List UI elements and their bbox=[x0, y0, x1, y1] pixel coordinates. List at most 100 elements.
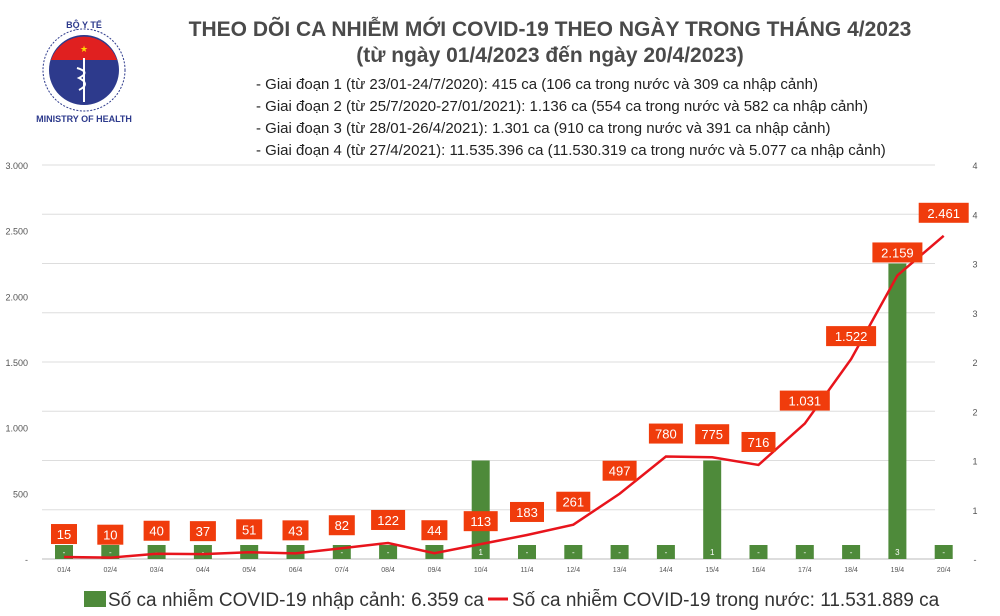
x-axis-tick: 18/4 bbox=[844, 567, 858, 574]
logo-top-text: BỘ Y TẾ bbox=[66, 19, 102, 30]
line-data-label: 716 bbox=[748, 435, 770, 450]
chart-title: THEO DÕI CA NHIỄM MỚI COVID-19 THEO NGÀY… bbox=[188, 18, 912, 41]
x-axis-tick: 11/4 bbox=[520, 567, 533, 574]
bar bbox=[656, 545, 675, 559]
line-label-box bbox=[556, 491, 591, 512]
bar bbox=[55, 545, 73, 559]
bar bbox=[379, 545, 398, 559]
line-label-box bbox=[826, 326, 877, 347]
x-axis-tick: 12/4 bbox=[566, 567, 580, 574]
line-data-label: 1.031 bbox=[789, 394, 822, 409]
bar bbox=[888, 263, 907, 559]
x-axis-tick: 10/4 bbox=[474, 567, 488, 574]
x-axis-tick: 08/4 bbox=[381, 567, 395, 574]
line-data-label: 10 bbox=[103, 528, 117, 543]
line-label-box bbox=[779, 390, 830, 411]
line-label-box bbox=[97, 524, 124, 545]
bar-label: - bbox=[572, 548, 575, 557]
bar-label: - bbox=[109, 548, 112, 557]
bar bbox=[934, 545, 953, 559]
right-axis-tick: 4 bbox=[972, 161, 977, 171]
line-label-box bbox=[421, 520, 448, 541]
x-axis-tick: 06/4 bbox=[289, 567, 303, 574]
line-data-label: 780 bbox=[655, 427, 677, 442]
x-axis-tick: 20/4 bbox=[937, 567, 951, 574]
line-data-label: 497 bbox=[609, 464, 631, 479]
bar-label: - bbox=[803, 548, 806, 557]
line-label-box bbox=[741, 431, 776, 452]
right-axis-tick: 2 bbox=[972, 358, 977, 368]
x-axis-tick: 17/4 bbox=[798, 567, 812, 574]
bar-label: 1 bbox=[710, 548, 715, 557]
legend-line-label: Số ca nhiễm COVID-19 trong nước: 11.531.… bbox=[512, 589, 940, 611]
line-label-box bbox=[189, 521, 216, 542]
bar-label: - bbox=[202, 548, 205, 557]
line-data-label: 43 bbox=[288, 523, 302, 538]
bar bbox=[749, 545, 768, 559]
right-axis-tick: 1 bbox=[972, 457, 977, 467]
line-data-label: 183 bbox=[516, 505, 538, 520]
bar bbox=[842, 545, 861, 559]
line-label-box bbox=[695, 424, 730, 445]
line-label-box bbox=[510, 501, 544, 522]
left-axis-tick: 2.500 bbox=[5, 227, 28, 237]
ministry-of-health-logo: ★ BỘ Y TẾ MINISTRY OF HEALTH bbox=[36, 19, 132, 124]
right-axis-tick: - bbox=[974, 555, 977, 565]
x-axis-tick: 14/4 bbox=[659, 567, 673, 574]
bar-label: 1 bbox=[478, 548, 483, 557]
bar-label: - bbox=[387, 548, 390, 557]
bar-label: 3 bbox=[895, 548, 900, 557]
note-phase-1: - Giai đoạn 1 (từ 23/01-24/7/2020): 415 … bbox=[256, 76, 818, 93]
svg-text:★: ★ bbox=[80, 44, 88, 54]
line-data-label: 261 bbox=[562, 495, 584, 510]
x-axis-tick: 02/4 bbox=[103, 567, 117, 574]
right-axis-tick: 4 bbox=[972, 210, 977, 220]
line-label-box bbox=[872, 242, 923, 263]
bar bbox=[286, 545, 305, 559]
bar bbox=[795, 545, 814, 559]
chart-subtitle: (từ ngày 01/4/2023 đến ngày 20/4/2023) bbox=[356, 44, 744, 67]
right-axis-tick: 1 bbox=[972, 506, 977, 516]
bar bbox=[471, 460, 490, 559]
x-axis-tick: 07/4 bbox=[335, 567, 349, 574]
x-axis-tick: 19/4 bbox=[891, 567, 905, 574]
bar-label: - bbox=[526, 548, 529, 557]
left-axis-tick: - bbox=[25, 555, 28, 565]
x-axis-tick: 09/4 bbox=[428, 567, 442, 574]
left-axis-tick: 1.000 bbox=[5, 424, 28, 434]
left-axis-tick: 3.000 bbox=[5, 161, 28, 171]
x-axis-tick: 04/4 bbox=[196, 567, 210, 574]
line-data-label: 82 bbox=[335, 518, 349, 533]
line-series bbox=[63, 234, 945, 559]
bar-label: - bbox=[757, 548, 760, 557]
bar bbox=[610, 545, 629, 559]
line-label-box bbox=[918, 202, 969, 223]
x-axis-tick: 05/4 bbox=[242, 567, 256, 574]
line-label-box bbox=[648, 423, 683, 444]
bar bbox=[703, 460, 722, 559]
right-axis-tick: 3 bbox=[972, 309, 977, 319]
line-data-label: 113 bbox=[470, 514, 491, 529]
line-data-label: 2.461 bbox=[927, 206, 960, 221]
note-phase-3: - Giai đoạn 3 (từ 28/01-26/4/2021): 1.30… bbox=[256, 120, 831, 137]
legend-bar-swatch bbox=[84, 591, 106, 607]
line-label-box bbox=[282, 520, 309, 541]
line-data-label: 44 bbox=[427, 523, 441, 538]
bar-label: - bbox=[340, 548, 343, 557]
line-data-label: 37 bbox=[196, 524, 210, 539]
line-label-box bbox=[463, 511, 498, 532]
bar-label: - bbox=[850, 548, 853, 557]
line-label-box bbox=[602, 460, 637, 481]
line-data-label: 775 bbox=[701, 427, 723, 442]
line-data-label: 122 bbox=[377, 513, 399, 528]
line-data-label: 2.159 bbox=[881, 245, 914, 260]
right-axis-tick: 2 bbox=[972, 407, 977, 417]
bar-label: - bbox=[618, 548, 621, 557]
line-data-label: 51 bbox=[242, 522, 256, 537]
line-label-box bbox=[328, 515, 355, 536]
bar bbox=[564, 545, 583, 559]
line-data-label: 15 bbox=[57, 527, 71, 542]
bar bbox=[193, 545, 212, 559]
